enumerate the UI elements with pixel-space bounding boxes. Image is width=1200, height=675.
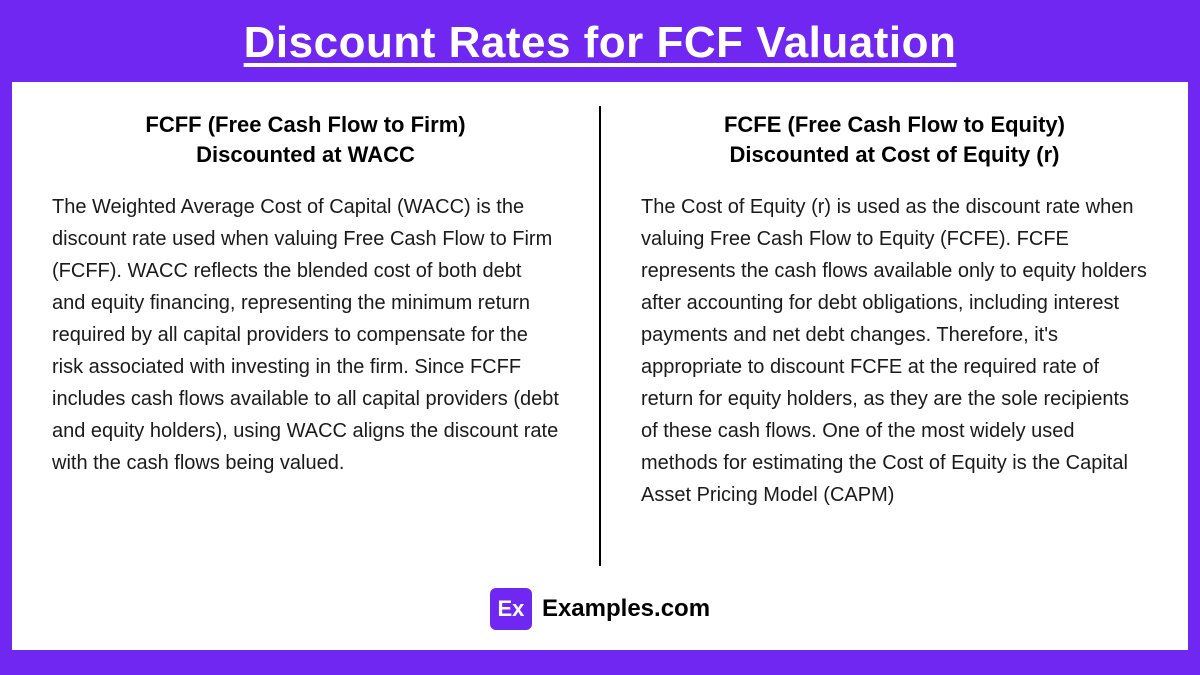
header-banner: Discount Rates for FCF Valuation	[0, 0, 1200, 82]
logo-icon: Ex	[490, 588, 532, 630]
page-title: Discount Rates for FCF Valuation	[0, 18, 1200, 68]
logo-text: Ex	[497, 596, 524, 622]
right-column-body: The Cost of Equity (r) is used as the di…	[641, 191, 1148, 511]
left-column: FCFF (Free Cash Flow to Firm) Discounted…	[12, 82, 599, 650]
right-title-line1: FCFE (Free Cash Flow to Equity)	[724, 112, 1065, 137]
right-title-line2: Discounted at Cost of Equity (r)	[730, 142, 1060, 167]
footer: Ex Examples.com	[12, 588, 1188, 630]
right-column: FCFE (Free Cash Flow to Equity) Discount…	[601, 82, 1188, 650]
left-title-line2: Discounted at WACC	[196, 142, 415, 167]
content-area: FCFF (Free Cash Flow to Firm) Discounted…	[12, 82, 1188, 650]
left-column-title: FCFF (Free Cash Flow to Firm) Discounted…	[52, 110, 559, 169]
left-column-body: The Weighted Average Cost of Capital (WA…	[52, 191, 559, 479]
right-column-title: FCFE (Free Cash Flow to Equity) Discount…	[641, 110, 1148, 169]
footer-site-text: Examples.com	[542, 595, 710, 623]
left-title-line1: FCFF (Free Cash Flow to Firm)	[145, 112, 465, 137]
infographic-container: Discount Rates for FCF Valuation FCFF (F…	[0, 0, 1200, 675]
